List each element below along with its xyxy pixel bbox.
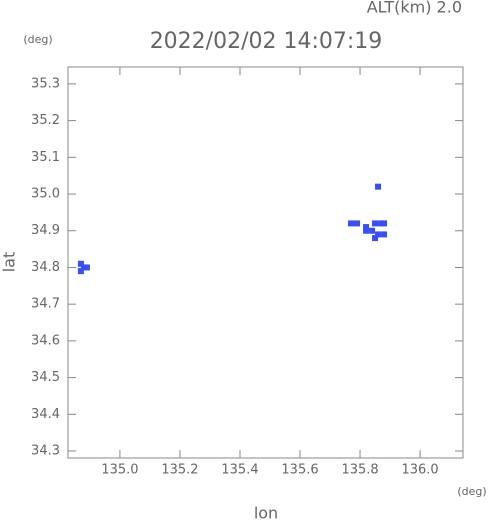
point (381, 220, 388, 227)
y-axis-label: lat (0, 252, 19, 273)
x-tick-label: 135.0 (101, 463, 138, 478)
point (348, 220, 355, 227)
point (77, 260, 84, 267)
x-tick-label: 135.4 (221, 463, 258, 478)
y-unit: (deg) (23, 33, 52, 46)
y-tick-label: 35.2 (31, 113, 60, 128)
x-tick-label: 135.2 (161, 463, 198, 478)
point (372, 235, 379, 242)
y-tick-label: 34.8 (31, 260, 60, 275)
y-tick-label: 34.6 (31, 333, 60, 348)
y-tick-label: 34.9 (31, 223, 60, 238)
annotation: ALT(km) 2.0 (367, 0, 462, 17)
point (378, 220, 385, 227)
y-tick-label: 34.5 (31, 370, 60, 385)
y-tick-label: 35.3 (31, 76, 60, 91)
x-tick-label: 135.8 (341, 463, 378, 478)
point (77, 268, 84, 275)
point (375, 231, 382, 238)
x-tick-label: 135.6 (281, 463, 318, 478)
point (363, 224, 370, 231)
x-tick-label: 136.0 (401, 463, 438, 478)
point (369, 227, 376, 234)
point (372, 220, 379, 227)
y-tick-label: 34.3 (31, 444, 60, 459)
x-axis-label: lon (254, 504, 278, 521)
x-unit: (deg) (457, 485, 486, 498)
y-tick-label: 35.1 (31, 150, 60, 165)
chart-title: 2022/02/02 14:07:19 (150, 29, 383, 54)
point (363, 227, 370, 234)
y-tick-label: 35.0 (31, 187, 60, 202)
plot-frame (67, 66, 464, 459)
point (381, 231, 388, 238)
y-tick-label: 34.7 (31, 297, 60, 312)
point (375, 183, 382, 190)
point (80, 264, 87, 271)
point (83, 264, 90, 271)
point (354, 220, 361, 227)
y-tick-label: 34.4 (31, 407, 60, 422)
